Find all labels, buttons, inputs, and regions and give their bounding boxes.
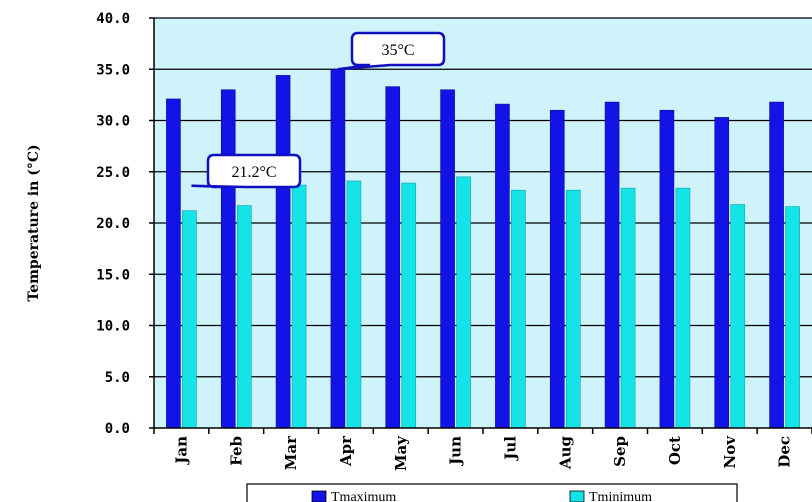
legend-label-tmaximum: Tmaximum bbox=[331, 490, 396, 502]
bar-tminimum-may bbox=[401, 182, 417, 429]
x-tick-labels: Jan Feb Mar Apr May Jun Jul Aug Sep Oct Nov Dec bbox=[172, 435, 793, 471]
bar-tmaximum-jul bbox=[495, 103, 510, 429]
x-tick-label: Feb bbox=[227, 436, 245, 466]
bar-tmaximum-jan bbox=[166, 98, 181, 429]
x-tick-label: May bbox=[392, 435, 410, 471]
legend-box bbox=[246, 483, 738, 502]
x-tick-label: Jan bbox=[172, 436, 190, 466]
y-axis-label: Temperature in (°C) bbox=[26, 144, 42, 301]
bar-tmaximum-dec bbox=[769, 101, 784, 429]
y-tick-label: 10.0 bbox=[96, 319, 130, 335]
y-tick-label: 5.0 bbox=[105, 370, 130, 386]
y-tick-label: 20.0 bbox=[96, 216, 130, 232]
x-tick-label: Oct bbox=[666, 436, 684, 465]
bar-tminimum-feb bbox=[236, 205, 252, 429]
y-tick-label: 25.0 bbox=[96, 165, 130, 181]
bar-tminimum-sep bbox=[620, 187, 636, 429]
bar-tminimum-aug bbox=[565, 189, 581, 429]
x-tick-label: Aug bbox=[556, 436, 574, 471]
y-tick-label: 15.0 bbox=[96, 267, 130, 283]
callout-label: 35°C bbox=[381, 42, 414, 59]
x-tick-label: Sep bbox=[611, 436, 629, 467]
bar-tmaximum-oct bbox=[659, 109, 675, 429]
bar-tminimum-mar bbox=[291, 184, 307, 429]
bar-tminimum-dec bbox=[785, 206, 800, 429]
bar-tmaximum-sep bbox=[604, 101, 620, 429]
bar-tmaximum-apr bbox=[330, 68, 346, 429]
x-tick-label: Jul bbox=[501, 436, 519, 462]
x-tick-label: Jun bbox=[447, 436, 465, 467]
legend: Tmaximum Tminimum bbox=[246, 483, 738, 502]
legend-label-tminimum: Tminimum bbox=[589, 490, 652, 502]
bar-tmaximum-aug bbox=[549, 109, 565, 429]
bar-tmaximum-feb bbox=[220, 89, 236, 429]
bar-tminimum-jul bbox=[511, 189, 526, 429]
bar-tminimum-oct bbox=[675, 187, 691, 429]
x-tick-label: Nov bbox=[721, 435, 739, 469]
y-tick-labels: 0.0 5.0 10.0 15.0 20.0 25.0 30.0 35.0 40.0 bbox=[96, 11, 130, 437]
gridlines bbox=[154, 17, 812, 378]
y-tick-label: 0.0 bbox=[105, 421, 130, 437]
legend-swatch-tmaximum bbox=[311, 490, 327, 502]
x-tick-label: Dec bbox=[776, 436, 794, 468]
bar-tminimum-nov bbox=[730, 204, 746, 429]
y-tick-label: 35.0 bbox=[96, 62, 130, 78]
legend-swatch-tminimum bbox=[569, 490, 585, 502]
bar-tmaximum-mar bbox=[275, 75, 291, 429]
y-tick-label: 40.0 bbox=[96, 11, 130, 27]
callout-bubble bbox=[337, 31, 446, 71]
bar-tminimum-apr bbox=[346, 180, 362, 429]
bar-tmaximum-jun bbox=[440, 89, 455, 429]
x-tick-label: Apr bbox=[337, 435, 355, 467]
bar-tminimum-jun bbox=[456, 176, 471, 429]
callout-bubble bbox=[191, 153, 302, 189]
x-tick-label: Mar bbox=[282, 435, 300, 470]
y-tick-label: 30.0 bbox=[96, 114, 130, 130]
callouts: 35°C 21.2°C bbox=[191, 31, 446, 189]
bar-tmaximum-nov bbox=[714, 117, 730, 429]
axes bbox=[149, 17, 812, 434]
callout-label: 21.2°C bbox=[231, 164, 276, 181]
bar-tminimum-jan bbox=[182, 210, 197, 429]
bar-tmaximum-may bbox=[385, 86, 401, 429]
